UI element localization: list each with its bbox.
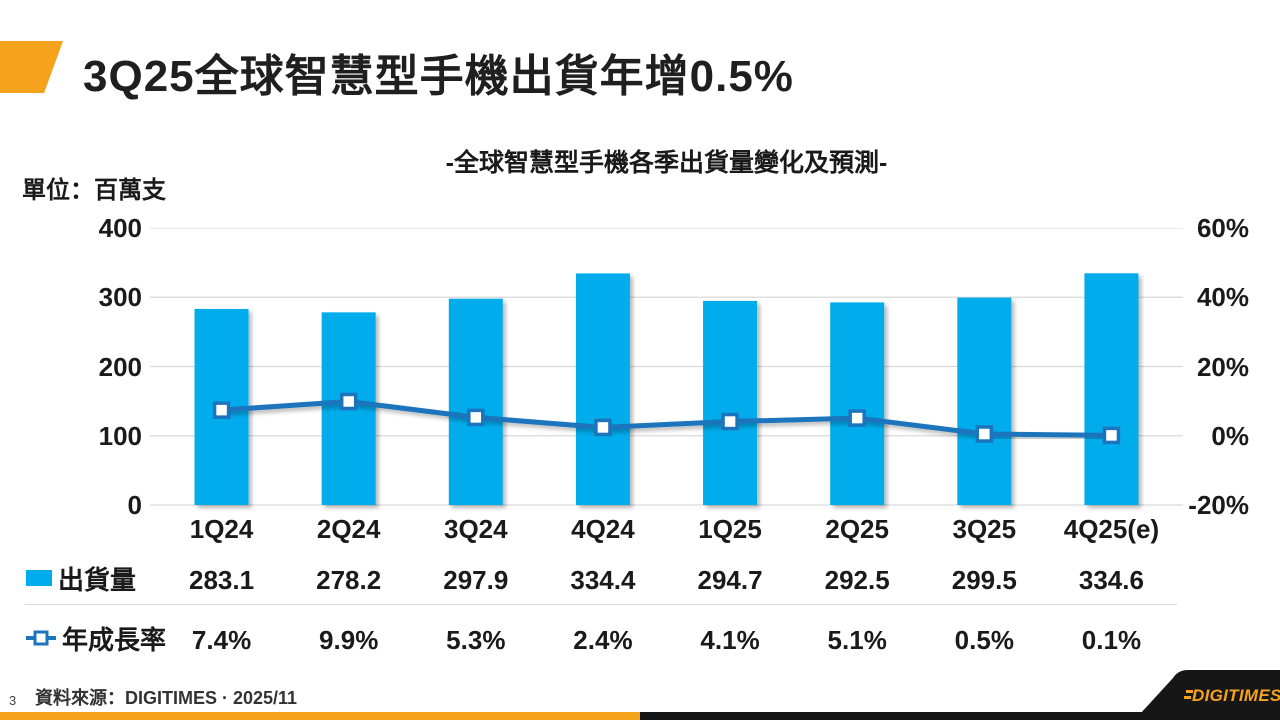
x-axis-label: 4Q24 — [571, 514, 635, 544]
left-axis-tick: 100 — [98, 420, 142, 451]
left-axis-tick: 300 — [98, 282, 142, 313]
source-text: 資料來源：DIGITIMES · 2025/11 — [35, 688, 298, 708]
shipments-value: 334.4 — [570, 565, 636, 595]
digitimes-logo: DIGITIMES — [1140, 670, 1280, 714]
x-axis-label: 1Q25 — [698, 514, 762, 544]
growth-value: 9.9% — [319, 625, 379, 655]
x-axis-label: 3Q24 — [444, 514, 508, 544]
shipments-bar — [830, 302, 885, 505]
shipments-legend-swatch-icon — [26, 570, 52, 586]
combo-chart-plot — [150, 228, 1183, 506]
growth-line-marker — [848, 409, 866, 427]
growth-line-marker — [339, 392, 358, 411]
shipments-bar — [1084, 273, 1139, 505]
shipments-bar — [575, 273, 630, 505]
right-axis-ticks: 60% 40% 20% 0% -20% — [1187, 0, 1249, 720]
x-axis-label: 2Q25 — [825, 514, 889, 544]
x-axis-label: 2Q24 — [316, 514, 381, 544]
unit-label: 單位：百萬支 — [22, 177, 166, 204]
growth-line-marker — [467, 408, 485, 427]
left-axis-ticks: 400 300 200 100 0 — [36, 0, 142, 720]
shipments-bar — [703, 300, 758, 505]
growth-value: 5.1% — [827, 625, 887, 655]
table-separator-line — [25, 604, 1177, 605]
right-axis-tick: 20% — [1196, 351, 1249, 382]
shipments-bar — [957, 297, 1012, 505]
shipments-value: 278.2 — [316, 565, 382, 595]
left-axis-tick: 0 — [127, 490, 142, 520]
shipments-value: 334.6 — [1078, 565, 1144, 595]
footer-bar-black — [640, 712, 1280, 720]
x-axis-label: 3Q25 — [952, 514, 1017, 544]
growth-value: 0.5% — [954, 625, 1014, 655]
right-axis-tick: 60% — [1196, 213, 1249, 243]
growth-value: 5.3% — [446, 625, 506, 655]
growth-value: 7.4% — [191, 625, 252, 655]
growth-line-marker — [975, 425, 994, 443]
chart-title: -全球智慧型手機各季出貨量變化及預測- — [445, 149, 888, 177]
x-axis-label: 1Q24 — [189, 514, 254, 544]
growth-value: 2.4% — [573, 625, 633, 655]
growth-legend-marker-icon — [26, 630, 56, 646]
growth-line-marker — [212, 401, 231, 419]
shipments-value: 297.9 — [443, 565, 509, 595]
growth-line-marker — [1102, 426, 1121, 445]
shipments-legend: 出貨量 — [26, 557, 136, 599]
slide-title: 3Q25全球智慧型手機出貨年增0.5% — [83, 52, 794, 101]
growth-value: 0.1% — [1081, 625, 1142, 655]
growth-legend-label: 年成長率 — [62, 624, 167, 655]
shipments-value: 294.7 — [697, 565, 763, 595]
left-axis-tick: 400 — [98, 213, 142, 243]
page-number: 3 — [9, 693, 17, 708]
growth-legend: 年成長率 — [26, 617, 166, 659]
shipments-legend-label: 出貨量 — [58, 564, 137, 595]
digitimes-logo-text: DIGITIMES — [1192, 686, 1280, 705]
growth-value: 4.1% — [700, 625, 760, 655]
left-axis-tick: 200 — [98, 351, 142, 382]
shipments-value: 299.5 — [951, 565, 1017, 595]
shipments-value: 292.5 — [824, 565, 890, 595]
growth-line-marker — [594, 418, 612, 437]
right-axis-tick: -20% — [1188, 490, 1249, 520]
growth-line — [221, 398, 1112, 438]
right-axis-tick: 0% — [1211, 420, 1249, 451]
footer-bar-orange — [0, 712, 640, 720]
right-axis-tick: 40% — [1196, 282, 1249, 313]
x-axis-label: 4Q25(e) — [1063, 514, 1160, 544]
shipments-value: 283.1 — [189, 565, 255, 595]
growth-line-marker — [721, 412, 739, 431]
shipments-bar — [448, 298, 503, 505]
